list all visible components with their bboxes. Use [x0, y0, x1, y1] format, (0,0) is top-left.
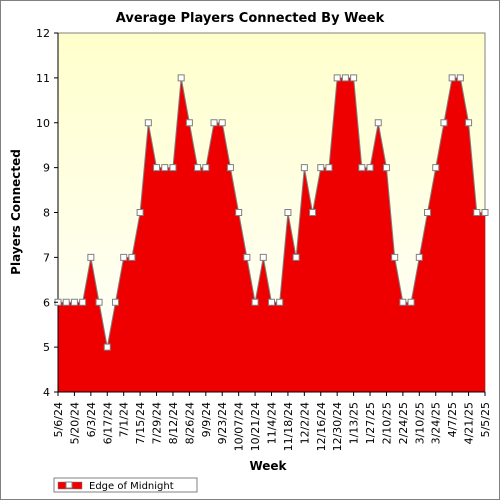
x-tick-label: 3/10/25: [413, 402, 426, 444]
data-point: [111, 298, 119, 306]
x-tick-label: 12/30/24: [331, 402, 344, 451]
data-point: [161, 164, 169, 172]
x-tick-label: 12/16/24: [315, 402, 328, 451]
data-point: [103, 343, 111, 351]
data-point: [317, 164, 325, 172]
y-tick-label: 12: [36, 27, 50, 40]
data-point: [341, 74, 349, 82]
x-tick-label: 2/24/25: [397, 402, 410, 444]
data-point: [440, 119, 448, 127]
y-tick-label: 8: [43, 207, 50, 220]
x-tick-label: 5/6/24: [52, 402, 65, 437]
data-point: [456, 74, 464, 82]
data-point: [333, 74, 341, 82]
x-tick-label: 9/9/24: [200, 402, 213, 437]
data-point: [276, 298, 284, 306]
data-point: [382, 164, 390, 172]
legend-entry-label: Edge of Midnight: [89, 481, 174, 492]
legend-marker: [65, 481, 73, 489]
data-point: [481, 209, 489, 216]
x-tick-label: 6/17/24: [101, 402, 114, 444]
data-point: [153, 164, 161, 172]
y-ticks: 4 5 6 7 8 9 10 11 12: [36, 27, 58, 399]
data-point: [144, 119, 152, 127]
data-point: [120, 253, 128, 261]
data-point: [350, 74, 358, 82]
data-point: [210, 119, 218, 127]
series-area: [58, 77, 485, 392]
data-point: [226, 164, 234, 172]
x-tick-label: 8/26/24: [183, 402, 196, 444]
data-point: [292, 253, 300, 261]
x-tick-label: 4/21/25: [463, 402, 476, 444]
x-tick-label: 7/29/24: [151, 402, 164, 444]
x-tick-label: 11/18/24: [282, 402, 295, 451]
x-ticks: 5/6/24 5/20/24 6/3/24 6/17/24 7/1/24 7/15/24 7…: [52, 392, 492, 451]
x-axis-label: Week: [249, 459, 287, 473]
x-tick-label: 2/10/25: [380, 402, 393, 444]
data-point: [415, 253, 423, 261]
x-tick-label: 10/21/24: [249, 402, 262, 451]
x-tick-label: 10/07/24: [233, 402, 246, 451]
data-point: [251, 298, 259, 306]
data-point: [87, 253, 95, 261]
data-point: [70, 298, 78, 306]
x-tick-label: 11/4/24: [266, 402, 279, 444]
y-tick-label: 4: [43, 386, 50, 399]
x-tick-label: 9/23/24: [216, 402, 229, 444]
data-point: [432, 164, 440, 172]
x-tick-label: 3/24/25: [430, 402, 443, 444]
y-tick-label: 6: [43, 296, 50, 309]
data-point: [243, 253, 251, 261]
data-point: [465, 119, 473, 127]
data-point: [424, 209, 432, 216]
data-point: [185, 119, 193, 127]
data-point: [399, 298, 407, 306]
data-point: [325, 164, 333, 172]
data-point: [407, 298, 415, 306]
data-point: [95, 298, 103, 306]
y-tick-label: 10: [36, 117, 50, 130]
x-tick-label: 5/20/24: [68, 402, 81, 444]
data-point: [391, 253, 399, 261]
x-tick-label: 12/2/24: [298, 402, 311, 444]
data-point: [473, 209, 481, 216]
data-point: [309, 209, 317, 216]
data-point: [136, 209, 144, 216]
data-point: [177, 74, 185, 82]
data-point: [235, 209, 243, 216]
x-tick-label: 4/7/25: [446, 402, 459, 437]
data-point: [169, 164, 177, 172]
data-point: [62, 298, 70, 306]
x-tick-label: 5/5/25: [479, 402, 492, 437]
y-tick-label: 7: [43, 251, 50, 264]
data-point: [128, 253, 136, 261]
x-tick-label: 7/15/24: [134, 402, 147, 444]
legend-box: [53, 477, 198, 493]
data-point: [448, 74, 456, 82]
data-point: [366, 164, 374, 172]
x-tick-label: 7/1/24: [118, 402, 131, 437]
data-point: [374, 119, 382, 127]
data-point: [259, 253, 267, 261]
x-tick-label: 1/27/25: [364, 402, 377, 444]
x-tick-label: 1/13/25: [348, 402, 361, 444]
y-axis-label: Players Connected: [9, 149, 23, 275]
data-point: [79, 298, 87, 306]
data-point: [284, 209, 292, 216]
chart-title: Average Players Connected By Week: [116, 11, 385, 26]
y-tick-label: 5: [43, 341, 50, 354]
y-tick-label: 9: [43, 162, 50, 175]
x-tick-label: 6/3/24: [85, 402, 98, 437]
data-point: [218, 119, 226, 127]
legend: Edge of Midnight: [53, 477, 198, 493]
y-tick-label: 11: [36, 72, 50, 85]
data-point: [268, 298, 275, 306]
data-point: [358, 164, 366, 172]
x-tick-label: 8/12/24: [167, 402, 180, 444]
data-point: [300, 164, 308, 172]
data-point: [194, 164, 202, 172]
data-point: [202, 164, 210, 172]
